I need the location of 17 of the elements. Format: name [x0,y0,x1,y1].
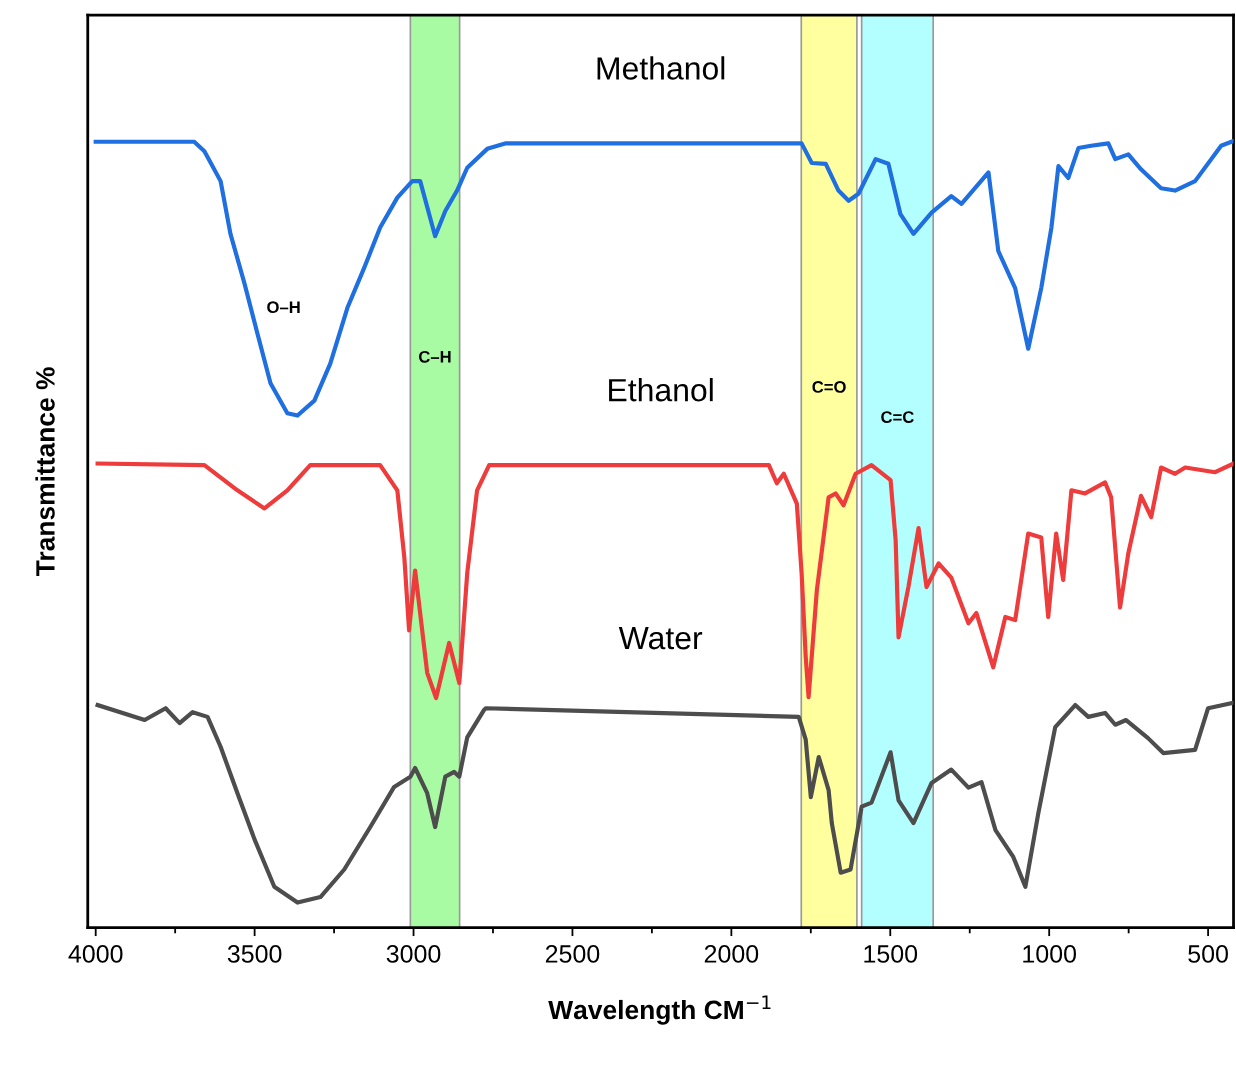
series-label: Methanol [597,56,725,80]
x-tick-label: 1000 [1023,945,1077,963]
x-tick-label: 4000 [68,945,123,963]
x-axis-title: Wavelength CM$^{−1}$ [548,995,771,1025]
band-label: C–H [419,350,451,363]
band-label: C=O [812,381,846,393]
series-label: Ethanol [609,378,713,402]
x-tick-label: 2000 [704,945,759,963]
x-tick-label: 2500 [545,945,600,963]
y-axis-title: Transmittance % [35,367,55,576]
x-tick-label: 3500 [227,945,282,963]
series-label: Water [618,627,703,650]
annotation: O–H [267,301,300,314]
band-label: C=C [881,411,914,423]
x-tick-label: 3000 [386,945,441,963]
x-tick-label: 1500 [864,945,918,963]
x-tick-label: 500 [1188,945,1228,963]
